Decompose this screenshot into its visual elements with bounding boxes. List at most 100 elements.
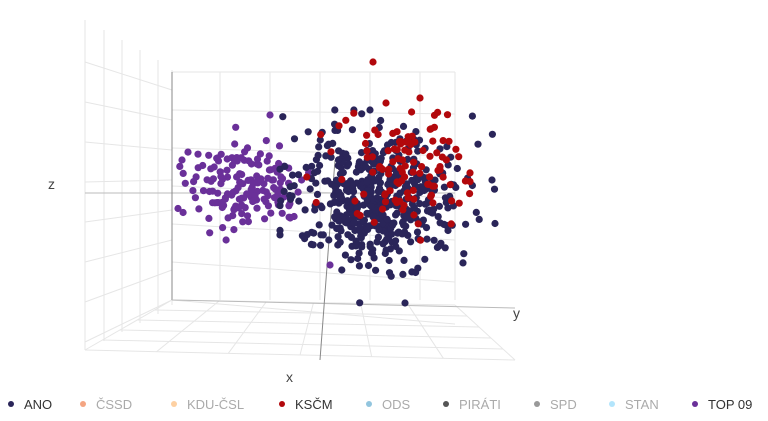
gridline: [84, 299, 173, 351]
scatter-point-ano: [346, 204, 354, 212]
legend-item-top-09[interactable]: TOP 09: [692, 392, 752, 416]
scatter-point-kscm: [360, 190, 368, 198]
gridline: [84, 209, 173, 223]
scatter-3d-scene[interactable]: z y x: [0, 0, 768, 390]
legend-item-ano[interactable]: ANO: [8, 392, 52, 416]
scatter-point-ano: [335, 192, 343, 200]
scatter-point-ano: [336, 224, 344, 232]
scatter-point-kscm: [414, 220, 422, 228]
scatter-point-kscm: [386, 187, 394, 195]
scatter-point-ano: [421, 255, 429, 263]
scatter-point-kscm: [399, 206, 407, 214]
scatter-point-kscm: [436, 163, 444, 171]
gridline: [84, 179, 173, 183]
scatter-point-ano: [280, 187, 288, 195]
legend-item-kdu-sl[interactable]: KDU-ČSL: [171, 392, 244, 416]
scatter-point-ano: [304, 128, 312, 136]
legend-item-stan[interactable]: STAN: [609, 392, 659, 416]
scatter-point-ano: [367, 202, 375, 210]
gridline: [407, 303, 444, 359]
scatter-point-ano: [392, 237, 400, 245]
scatter-point-ano: [400, 221, 408, 229]
scatter-point-ano: [401, 228, 409, 236]
scatter-point-top09: [206, 229, 214, 237]
scatter-point-top09: [205, 214, 213, 222]
scatter-point-ano: [352, 168, 360, 176]
scatter-point-top09: [205, 187, 213, 196]
scatter-point-top09: [263, 157, 271, 165]
scatter-point-ano: [352, 237, 360, 245]
scatter-point-kscm: [426, 152, 434, 160]
scatter-point-kscm: [427, 125, 435, 133]
scatter-point-kscm: [403, 189, 411, 197]
scatter-point-ano: [414, 264, 422, 272]
scatter-point-kscm: [401, 162, 409, 170]
gridline: [156, 300, 220, 353]
scatter-point-top09: [250, 196, 259, 204]
scatter-point-kscm: [419, 146, 427, 155]
scatter-point-kscm: [327, 148, 335, 156]
scatter-point-top09: [238, 210, 246, 218]
scatter-point-kscm: [447, 220, 455, 228]
scatter-point-ano: [395, 228, 403, 236]
scatter-point-top09: [239, 218, 247, 226]
scatter-point-ano: [364, 225, 372, 234]
legend-item-ods[interactable]: ODS: [366, 392, 410, 416]
scatter-point-kscm: [370, 218, 378, 226]
scatter-point-ano: [395, 247, 403, 255]
scatter-point-top09: [269, 176, 277, 184]
scatter-point-top09: [255, 161, 263, 169]
scatter-point-ano: [281, 162, 289, 170]
scatter-point-ano: [468, 112, 476, 120]
scatter-point-ano: [362, 163, 370, 171]
legend-item--ssd[interactable]: ČSSD: [80, 392, 132, 416]
scatter-point-kscm: [369, 168, 377, 176]
legend-item-spd[interactable]: SPD: [534, 392, 577, 416]
scatter-point-ano: [318, 204, 326, 212]
scatter-point-kscm: [426, 173, 434, 181]
scatter-point-kscm: [429, 137, 437, 145]
scatter-point-ano: [488, 130, 496, 138]
scatter-point-kscm: [466, 178, 474, 186]
scatter-point-ano: [382, 246, 390, 254]
scatter-point-kscm: [410, 158, 418, 166]
y-axis-line: [171, 299, 516, 309]
scatter-point-ano: [369, 212, 377, 220]
scatter-point-ano: [347, 256, 355, 264]
scatter-point-top09: [224, 214, 232, 222]
scatter-point-kscm: [402, 138, 410, 146]
gridline: [84, 299, 173, 343]
scatter-point-ano: [311, 206, 319, 214]
scatter-point-ano: [288, 171, 297, 179]
scatter-point-top09: [218, 203, 226, 212]
scatter-point-top09: [264, 174, 272, 182]
scatter-point-ano: [343, 180, 351, 188]
scatter-point-ano: [338, 266, 346, 274]
scatter-point-kscm: [389, 158, 397, 166]
legend-item-ks-m[interactable]: KSČM: [279, 392, 333, 416]
scatter-point-kscm: [350, 109, 358, 117]
scatter-point-ano: [314, 151, 322, 159]
scatter-point-ano: [388, 230, 396, 238]
scatter-point-ano: [358, 110, 366, 118]
scatter-point-top09: [278, 175, 287, 183]
scatter-point-kscm: [452, 145, 460, 153]
scatter-point-kscm: [335, 122, 343, 130]
scatter-point-ano: [430, 205, 438, 213]
legend-item-pir-ti[interactable]: PIRÁTI: [443, 392, 501, 416]
scatter-point-ano: [370, 160, 378, 168]
legend-marker: [609, 401, 615, 407]
scatter-point-ano: [366, 240, 374, 248]
scatter-point-kscm: [381, 198, 390, 206]
scatter-point-kscm: [409, 168, 417, 176]
scatter-point-ano: [434, 213, 442, 221]
scatter-point-ano: [344, 197, 352, 205]
scatter-point-top09: [199, 187, 208, 195]
scatter-point-top09: [286, 213, 294, 222]
scatter-point-ano: [308, 228, 316, 236]
scatter-point-ano: [416, 200, 424, 208]
gridline: [171, 299, 456, 325]
scatter-point-top09: [264, 192, 272, 200]
scatter-point-top09: [243, 212, 252, 220]
gridline: [454, 304, 516, 361]
